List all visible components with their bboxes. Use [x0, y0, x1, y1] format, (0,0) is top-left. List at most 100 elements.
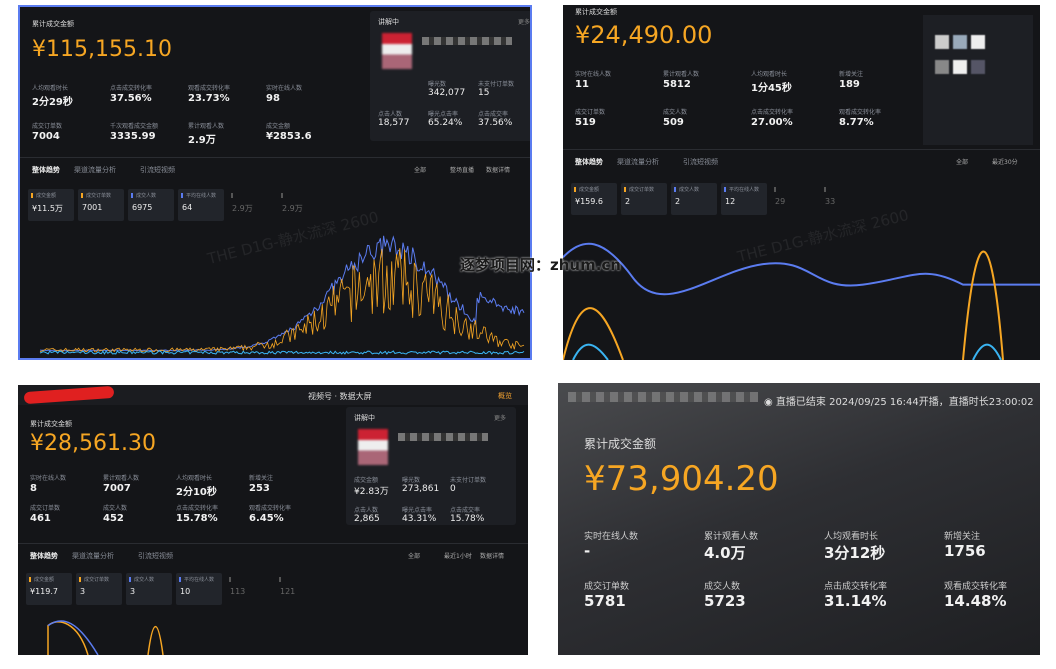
- card-value: 6975: [132, 203, 153, 212]
- card-label: 成交金额: [579, 187, 600, 193]
- trend-chart: [47, 620, 164, 655]
- card-dot: [79, 577, 81, 582]
- card-label: 成交人数: [134, 577, 155, 583]
- total-amount: ¥73,904.20: [584, 459, 779, 499]
- metric-label: 成交订单数: [32, 123, 63, 130]
- card-dot: [179, 577, 181, 582]
- side-metric-label: 点击成交率: [450, 507, 481, 514]
- metric-label: 累计观看人数: [188, 123, 225, 130]
- side-metric-label: 点击人数: [378, 111, 403, 118]
- filter: 全部: [956, 159, 969, 166]
- metric-value: 11: [575, 79, 589, 90]
- product-image: [382, 33, 412, 69]
- card-dot: [129, 577, 131, 582]
- side-metric-label: 成交金额: [354, 477, 379, 484]
- side-metric-value: 43.31%: [402, 514, 437, 524]
- divider: [563, 149, 1040, 150]
- product-image: [358, 429, 388, 465]
- metric-label: 人均观看时长: [751, 71, 788, 78]
- header-title: 视频号 · 数据大屏: [308, 392, 372, 401]
- card-dot: [231, 193, 233, 198]
- side-metric-label: 曝光点击率: [402, 507, 433, 514]
- side-metric-value: 15: [478, 88, 490, 98]
- tab: 引流短视频: [140, 166, 175, 174]
- metric-value: 7004: [32, 131, 60, 142]
- card-value: 2.9万: [232, 204, 253, 213]
- card-dot: [574, 187, 576, 192]
- metric-value: 189: [839, 79, 860, 90]
- card-value: ¥11.5万: [32, 204, 63, 213]
- dashboard-panel: ◉ 直播已结束 2024/09/25 16:44开播，直播时长23:00:02 累…: [558, 383, 1040, 655]
- card-dot: [279, 577, 281, 582]
- metric-label: 点击成交转化率: [751, 109, 794, 116]
- filter: 数据详情: [486, 167, 511, 174]
- metric-label: 点击成交转化率: [110, 85, 153, 92]
- metric-card: [176, 573, 222, 605]
- product-name: [422, 37, 512, 45]
- card-value: 10: [180, 587, 191, 596]
- side-metric-value: 37.56%: [478, 118, 513, 128]
- metric-value: 461: [30, 513, 51, 524]
- metric-card: [78, 189, 124, 221]
- metric-label: 观看成交转化率: [944, 582, 1008, 592]
- card-value: 12: [725, 197, 736, 206]
- card-value: 121: [280, 587, 296, 596]
- top-bar: [18, 385, 528, 405]
- dashboard-panel: 累计成交金额 ¥24,490.00 实时在线人数 11 累计观看人数 5812 人均观看时长…: [563, 5, 1040, 360]
- card-dot: [81, 193, 83, 198]
- metric-value: 519: [575, 117, 596, 128]
- card-label: 成交订单数: [84, 577, 110, 583]
- filter: 全部: [414, 167, 427, 174]
- side-metric-label: 曝光数: [402, 477, 421, 484]
- metric-value: 23.73%: [188, 93, 230, 104]
- side-metric-value: 273,861: [402, 484, 440, 494]
- metric-value: 4.0万: [704, 544, 746, 562]
- card-value: 2: [675, 197, 681, 206]
- card-label: 成交人数: [679, 187, 700, 193]
- metric-label: 实时在线人数: [30, 475, 67, 482]
- tab: 整体趋势: [30, 552, 58, 560]
- metric-label: 成交人数: [704, 582, 741, 592]
- series-line: [39, 350, 525, 355]
- card-label: 成交金额: [34, 577, 55, 583]
- dashboard-panel: 视频号 · 数据大屏 概览 累计成交金额 ¥28,561.30 实时在线人数 8 累计观看人…: [18, 385, 528, 655]
- card-label: 成交订单数: [86, 193, 112, 199]
- panel-title: 累计成交金额: [30, 420, 72, 428]
- tab: 渠道流量分析: [72, 552, 114, 560]
- card-value: 3: [130, 587, 136, 596]
- metric-label: 成交人数: [663, 109, 688, 116]
- metric-card: [621, 183, 667, 215]
- card-dot: [229, 577, 231, 582]
- card-label: 平均在线人数: [186, 193, 217, 199]
- metric-value: 14.48%: [944, 592, 1007, 610]
- metric-card: [571, 183, 617, 215]
- metric-label: 新增关注: [839, 71, 864, 78]
- card-dot: [31, 193, 33, 198]
- side-more: 更多: [518, 19, 531, 26]
- metric-value: 3335.99: [110, 131, 156, 142]
- total-amount: ¥28,561.30: [30, 431, 156, 456]
- metric-label: 人均观看时长: [176, 475, 213, 482]
- metric-value: 3分12秒: [824, 544, 886, 562]
- card-dot: [29, 577, 31, 582]
- side-metric-label: 点击人数: [354, 507, 379, 514]
- card-label: 平均在线人数: [184, 577, 215, 583]
- series-line: [563, 250, 1004, 360]
- metric-value: 7007: [103, 483, 131, 494]
- metric-value: 509: [663, 117, 684, 128]
- metric-value: 8.77%: [839, 117, 874, 128]
- metric-label: 成交人数: [103, 505, 128, 512]
- status-header: ◉ 直播已结束 2024/09/25 16:44开播，直播时长23:00:02: [764, 397, 1034, 408]
- side-metric-value: 15.78%: [450, 514, 485, 524]
- dashboard-panel: 累计成交金额 ¥115,155.10 人均观看时长 2分29秒 点击成交转化率 37.56…: [18, 5, 532, 360]
- metric-card: [76, 573, 122, 605]
- series-line: [47, 620, 99, 655]
- blur-block: [935, 35, 949, 49]
- metric-label: 人均观看时长: [32, 85, 69, 92]
- side-card: [370, 11, 530, 141]
- filter: 全部: [408, 553, 421, 560]
- metric-label: 累计观看人数: [704, 532, 759, 542]
- card-dot: [824, 187, 826, 192]
- filter: 最近30分: [992, 159, 1018, 166]
- divider: [18, 543, 528, 544]
